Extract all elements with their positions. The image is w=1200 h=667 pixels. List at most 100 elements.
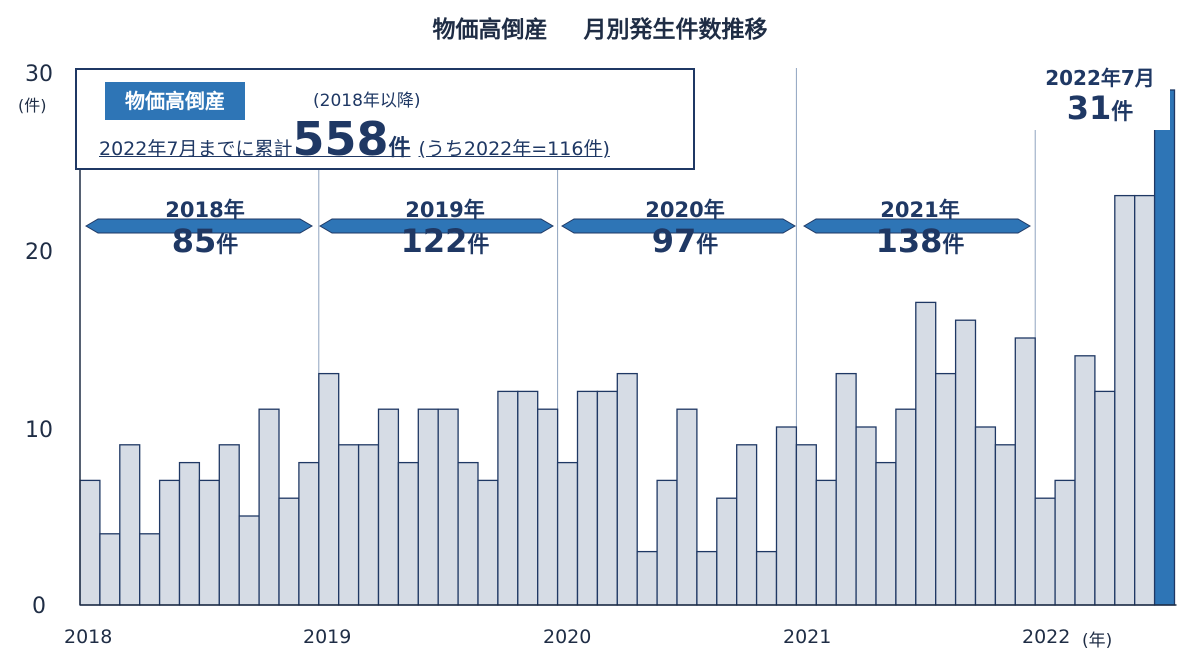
year-label-unit: 件 [696, 233, 719, 258]
summary-note: (うち2022年=116件) [418, 138, 610, 160]
y-tick-label: 0 [32, 594, 46, 619]
bar [298, 461, 320, 606]
year-label-year: 2020年 [645, 198, 725, 222]
bar [178, 461, 201, 606]
year-label-2019: 2019年 122件 [380, 194, 510, 263]
bar [815, 479, 837, 606]
summary-tag: 物価高倒産 [105, 82, 245, 120]
bar [79, 479, 101, 606]
y-tick-label: 30 [25, 62, 53, 87]
bar [974, 426, 997, 606]
summary-line: 2022年7月までに累計558件 (うち2022年=116件) [99, 112, 610, 166]
year-label-unit: 件 [942, 233, 965, 258]
x-tick-label: 2022 [1022, 626, 1071, 648]
bar [1134, 194, 1156, 606]
x-tick-label: 2021 [783, 626, 832, 648]
bar [238, 515, 260, 606]
summary-total: 558 [292, 112, 389, 166]
bar [1153, 89, 1176, 606]
bar [636, 550, 658, 606]
bar [377, 408, 400, 606]
year-label-count: 138 [875, 222, 943, 260]
bar [915, 301, 937, 606]
year-label-year: 2018年 [165, 198, 245, 222]
bar [1094, 390, 1116, 606]
y-unit-label: (件) [18, 96, 47, 115]
bar [935, 372, 957, 606]
bar [357, 444, 380, 606]
bar [119, 444, 141, 606]
bar [1034, 497, 1056, 606]
bar [1074, 355, 1096, 606]
bar [596, 390, 618, 606]
bar [497, 390, 519, 606]
y-tick-label: 10 [25, 418, 53, 443]
latest-month: 2022年7月 [1045, 66, 1155, 90]
bar [556, 461, 579, 606]
bar [477, 479, 499, 606]
bar [994, 444, 1016, 606]
bar [875, 461, 897, 606]
bar [397, 461, 419, 606]
bar [198, 479, 220, 606]
bar [99, 533, 121, 606]
bar [676, 408, 698, 606]
bar [895, 408, 917, 606]
latest-month-label: 2022年7月 31件 [1030, 62, 1170, 130]
bar [656, 479, 678, 606]
year-range-arrow-2020 [561, 218, 796, 234]
bar [258, 408, 280, 606]
bar [954, 319, 977, 606]
latest-unit: 件 [1111, 100, 1134, 125]
year-label-unit: 件 [467, 233, 490, 258]
year-label-count: 85 [171, 222, 217, 260]
x-tick-label: 2018 [64, 626, 113, 648]
bar [855, 426, 877, 606]
bar [576, 390, 599, 606]
bar [417, 408, 439, 606]
x-tick-label: 2020 [543, 626, 592, 648]
year-range-arrow-2019 [319, 218, 554, 234]
bar [835, 372, 857, 606]
summary-box: 物価高倒産 (2018年以降) 2022年7月までに累計558件 (うち2022年… [75, 68, 695, 170]
year-label-year: 2021年 [880, 198, 960, 222]
bar [338, 444, 360, 606]
bar [318, 372, 340, 606]
year-label-count: 122 [400, 222, 468, 260]
summary-unit: 件 [388, 136, 411, 161]
bar [1054, 479, 1076, 606]
year-label-2018: 2018年 85件 [150, 194, 260, 263]
summary-since: (2018年以降) [313, 91, 421, 111]
year-range-arrow-2021 [803, 218, 1031, 234]
bar [278, 497, 300, 606]
bar [1114, 194, 1136, 606]
bar [795, 444, 817, 606]
bar [736, 444, 758, 606]
year-label-2021: 2021年 138件 [855, 194, 985, 263]
latest-count: 31 [1066, 89, 1112, 127]
bar [218, 444, 240, 606]
bar [696, 550, 718, 606]
year-range-arrow-2018 [85, 218, 313, 234]
year-label-2020: 2020年 97件 [625, 194, 745, 263]
x-tick-label: 2019 [303, 626, 352, 648]
bar [158, 479, 181, 606]
bar [437, 408, 459, 606]
bar [1014, 337, 1036, 606]
chart-title: 物価高倒産 月別発生件数推移 [0, 10, 1200, 44]
y-tick-label: 20 [25, 240, 53, 265]
bar [616, 372, 638, 606]
bar [716, 497, 738, 606]
bar [755, 550, 778, 606]
bar [517, 390, 539, 606]
bar [537, 408, 559, 606]
summary-prefix: 2022年7月までに累計 [99, 138, 293, 160]
bar [775, 426, 798, 606]
x-unit-label: (年) [1082, 631, 1113, 651]
year-label-year: 2019年 [405, 198, 485, 222]
year-label-unit: 件 [216, 233, 239, 258]
title-right: 月別発生件数推移 [583, 17, 768, 43]
bar [457, 461, 479, 606]
bar [139, 533, 161, 606]
